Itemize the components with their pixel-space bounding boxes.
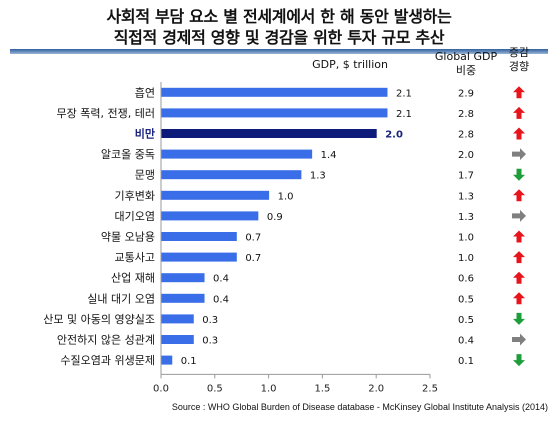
bar: [161, 129, 377, 138]
title-line-2: 직접적 경제적 영향 및 경감을 위한 투자 규모 추산: [113, 28, 445, 47]
arrow-down-icon: [513, 312, 525, 325]
category-label: 흡연: [135, 85, 155, 99]
value-label: 2.1: [396, 88, 412, 99]
category-label: 무장 폭력, 전쟁, 테러: [57, 107, 155, 120]
trend-header-line-2: 경향: [509, 60, 529, 73]
category-label: 약물 오남용: [101, 230, 155, 244]
value-label: 0.1: [181, 356, 197, 367]
bar: [161, 335, 194, 344]
gdp-share-value: 2.0: [458, 150, 474, 161]
arrow-up-icon: [513, 86, 525, 99]
value-label: 0.7: [245, 253, 261, 264]
bar: [161, 190, 270, 200]
category-label: 안전하지 않은 성관계: [57, 333, 155, 347]
value-label: 0.3: [202, 336, 218, 347]
x-tick-label: 0.0: [153, 383, 169, 394]
gdp-share-value: 1.3: [458, 212, 474, 223]
category-label: 산업 재해: [111, 271, 155, 285]
bar: [161, 87, 388, 97]
gdp-share-value: 1.0: [458, 233, 474, 244]
gdp-share-value: 0.6: [458, 274, 474, 285]
arrow-up-icon: [513, 106, 525, 119]
x-tick-label: 2.5: [422, 383, 438, 394]
chart-title: 사회적 부담 요소 별 전세계에서 한 해 동안 발생하는 직접적 경제적 영향…: [0, 0, 558, 48]
bar: [161, 170, 302, 180]
category-label: 대기오염: [115, 210, 155, 223]
value-label: 0.3: [202, 315, 218, 326]
value-label: 0.4: [213, 274, 229, 285]
value-axis-header: GDP, $ trillion: [312, 58, 388, 71]
gdp-share-value: 2.9: [458, 88, 474, 99]
category-label: 알코올 중독: [101, 147, 155, 161]
gdp-share-value: 1.3: [458, 191, 474, 202]
gdp-share-value: 1.0: [458, 253, 474, 264]
trend-header-line-1: 증감: [509, 46, 529, 59]
arrow-right-icon: [512, 148, 526, 161]
arrow-right-icon: [512, 333, 526, 346]
bar: [161, 293, 205, 303]
category-label: 산모 및 아동의 영양실조: [43, 313, 155, 326]
x-tick-label: 1.0: [261, 383, 277, 394]
category-label: 교통사고: [115, 251, 155, 264]
value-label: 0.7: [245, 233, 261, 244]
bar: [161, 355, 173, 365]
gdp-share-value: 0.1: [458, 356, 474, 367]
category-label: 수질오염과 위생문제: [60, 354, 155, 367]
value-label: 2.1: [396, 109, 412, 120]
arrow-up-icon: [513, 251, 525, 264]
gdp-share-value: 1.7: [458, 171, 474, 182]
value-label: 0.4: [213, 294, 229, 305]
gdp-share-header-line-2: 비중: [456, 64, 476, 77]
value-label: 1.0: [278, 191, 294, 202]
source-note: Source : WHO Global Burden of Disease da…: [171, 402, 548, 412]
arrow-up-icon: [513, 189, 525, 202]
category-label: 비만: [135, 127, 155, 141]
arrow-right-icon: [512, 209, 526, 222]
gdp-share-value: 0.5: [458, 315, 474, 326]
gdp-share-value: 2.8: [458, 109, 474, 120]
gdp-share-value: 0.5: [458, 294, 474, 305]
arrow-down-icon: [513, 168, 525, 181]
value-label: 2.0: [385, 130, 403, 141]
category-label: 실내 대기 오염: [87, 292, 155, 305]
value-label: 1.4: [321, 150, 337, 161]
bar: [161, 211, 259, 221]
arrow-up-icon: [513, 292, 525, 305]
x-tick-label: 2.0: [368, 383, 384, 394]
arrow-up-icon: [513, 271, 525, 284]
gdp-share-value: 0.4: [458, 336, 474, 347]
bar: [161, 108, 388, 118]
arrow-down-icon: [513, 354, 525, 367]
bar: [161, 314, 194, 324]
category-label: 기후변화: [115, 189, 155, 202]
value-label: 1.3: [310, 171, 326, 182]
title-divider: [10, 49, 548, 54]
title-line-1: 사회적 부담 요소 별 전세계에서 한 해 동안 발생하는: [106, 7, 452, 26]
bar: [161, 232, 237, 241]
x-tick-label: 0.5: [207, 383, 223, 394]
bar: [161, 252, 237, 262]
value-label: 0.9: [267, 212, 283, 223]
gdp-share-value: 2.8: [458, 130, 474, 141]
arrow-up-icon: [513, 230, 525, 243]
arrow-up-icon: [513, 127, 525, 140]
bar: [161, 273, 205, 283]
gdp-share-header-line-1: Global GDP: [435, 50, 498, 63]
x-tick-label: 1.5: [314, 383, 330, 394]
category-label: 문맹: [135, 169, 155, 182]
bar: [161, 149, 313, 159]
